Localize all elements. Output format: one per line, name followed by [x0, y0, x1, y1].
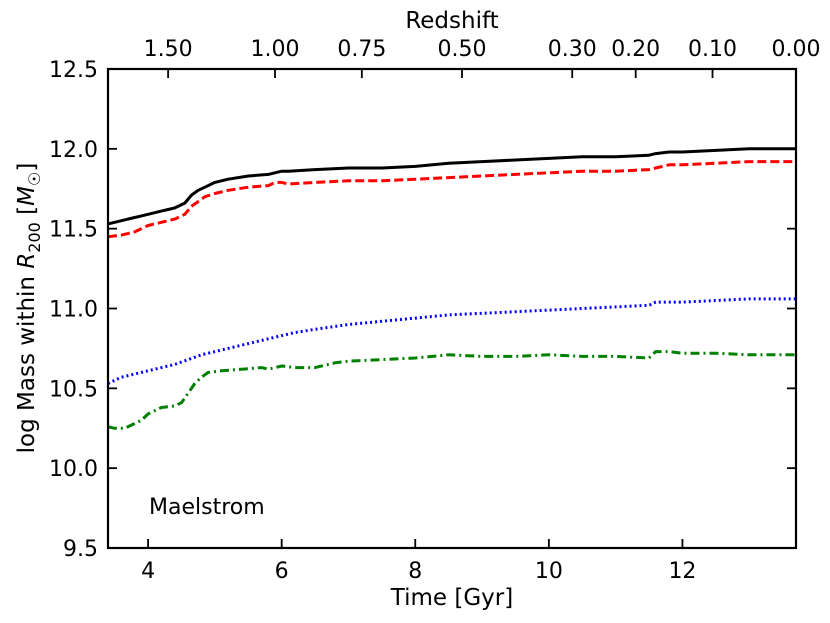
- y-tick-label-3: 11.0: [49, 298, 98, 323]
- redshift-tick-label-1: 1.00: [250, 37, 299, 62]
- y-axis-title: log Mass within R200 [M☉]: [14, 163, 44, 454]
- y-tick-label-1: 10.0: [49, 457, 98, 482]
- redshift-tick-label-2: 0.75: [337, 37, 386, 62]
- galaxy-name-annotation: Maelstrom: [149, 495, 265, 520]
- redshift-tick-label-5: 0.20: [611, 37, 660, 62]
- y-tick-label-2: 10.5: [49, 377, 98, 402]
- redshift-tick-label-7: 0.00: [772, 37, 821, 62]
- ticks-layer: 4 6 8 10 12 9.5 10.0 10.5 11.0 11.5 12.0 12.5 1.50 1.…: [49, 37, 820, 584]
- redshift-tick-label-3: 0.50: [438, 37, 487, 62]
- redshift-tick-label-4: 0.30: [548, 37, 597, 62]
- redshift-tick-label-6: 0.10: [688, 37, 737, 62]
- x-tick-label-10: 10: [535, 559, 563, 584]
- y-tick-label-4: 11.5: [49, 218, 98, 243]
- series-line-1: [107, 160, 796, 239]
- series-line-2: [107, 297, 796, 385]
- y-tick-label-6: 12.5: [49, 58, 98, 83]
- x-tick-label-8: 8: [408, 559, 422, 584]
- y-tick-label-0: 9.5: [63, 537, 98, 562]
- x-tick-label-12: 12: [668, 559, 696, 584]
- redshift-tick-label-0: 1.50: [144, 37, 193, 62]
- redshift-axis-title: Redshift: [405, 8, 498, 34]
- plot-frame: [106, 67, 798, 550]
- y-tick-label-5: 12.0: [49, 138, 98, 163]
- series-line-3: [107, 350, 796, 430]
- series-line-0: [107, 147, 796, 226]
- x-axis-title: Time [Gyr]: [390, 585, 513, 611]
- x-tick-label-4: 4: [141, 559, 155, 584]
- x-tick-label-6: 6: [275, 559, 289, 584]
- series-layer: [107, 147, 796, 430]
